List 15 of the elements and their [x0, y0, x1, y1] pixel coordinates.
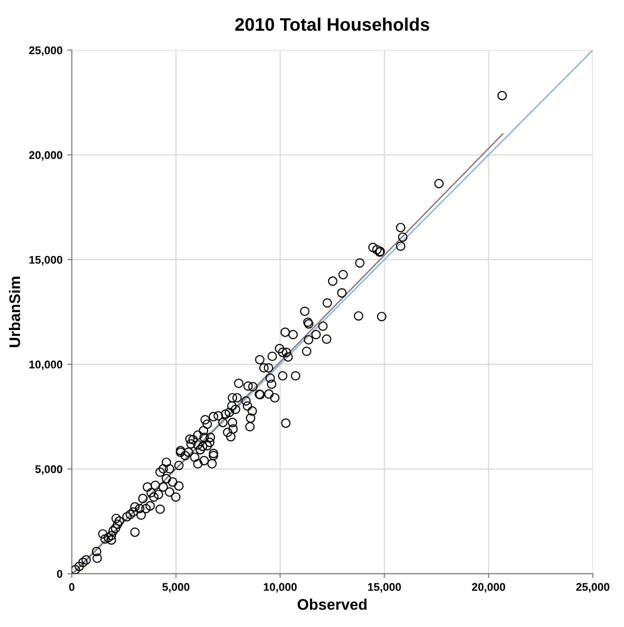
x-tick-label: 15,000	[368, 583, 401, 593]
x-axis-title: Observed	[298, 598, 367, 610]
y-tick-label: 15,000	[29, 256, 62, 266]
x-tick-label: 0	[69, 583, 74, 591]
x-tick-label: 25,000	[576, 583, 610, 593]
y-tick-label: 0	[56, 570, 62, 578]
x-tick-label: 5,000	[162, 583, 190, 593]
y-tick-label: 25,000	[29, 46, 62, 56]
y-axis-title: UrbanSim	[8, 276, 20, 348]
x-tick-label: 10,000	[264, 583, 297, 593]
y-tick-label: 5,000	[35, 465, 62, 475]
chart-title: 2010 Total Households	[235, 18, 430, 31]
y-tick-label: 20,000	[29, 151, 62, 161]
x-tick-label: 20,000	[472, 583, 506, 593]
y-tick-label: 10,000	[29, 360, 62, 370]
